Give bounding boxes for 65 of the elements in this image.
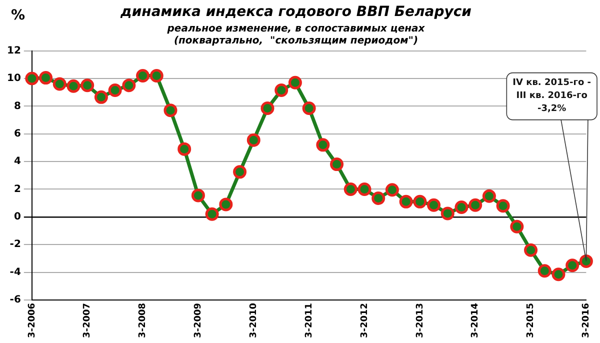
point: [372, 191, 386, 205]
x-tick-label: 3-2011: [304, 302, 314, 338]
point: [260, 101, 274, 115]
point: [552, 268, 566, 282]
x-tick-label: 3-2007: [82, 302, 93, 338]
point: [233, 165, 247, 179]
point: [524, 243, 538, 257]
point: [302, 101, 316, 115]
point: [39, 71, 53, 85]
point: [219, 198, 233, 212]
x-tick-label: 3-2008: [138, 302, 148, 338]
point: [108, 84, 122, 97]
point: [164, 104, 178, 118]
chart-subtitle: реальное изменение, в сопоставимых ценах (поквартально, "скользящим периодом"): [166, 23, 426, 46]
point: [482, 189, 496, 203]
x-tick-label: 3-2009: [194, 302, 204, 338]
point: [566, 258, 580, 272]
point: [274, 84, 288, 97]
point: [510, 220, 524, 234]
point: [440, 206, 454, 220]
y-tick-label: 12: [6, 45, 21, 56]
x-tick-label: 3-2006: [27, 302, 38, 338]
point: [94, 90, 108, 104]
point: [385, 183, 399, 197]
y-tick-label: -4: [10, 266, 21, 278]
annotation: IV кв. 2015-го - III кв. 2016-го -3,2%: [512, 78, 592, 114]
chart-title: динамика индекса годового ВВП Беларуси: [120, 4, 472, 20]
point: [579, 254, 593, 268]
point: [316, 138, 330, 152]
y-tick-label: 10: [6, 73, 21, 84]
x-tick-label: 3-2010: [248, 302, 259, 338]
y-tick-label: 6: [14, 128, 21, 140]
point: [136, 68, 150, 82]
point: [454, 200, 468, 214]
point: [538, 264, 552, 278]
point: [246, 133, 260, 147]
x-tick-label: 3-2013: [415, 302, 426, 338]
point: [80, 78, 94, 92]
y-tick-label: 8: [14, 100, 21, 112]
point: [496, 199, 510, 213]
point: [191, 188, 205, 202]
point: [427, 198, 441, 212]
y-tick-label: 0: [14, 211, 21, 222]
x-tick-label: 3-2015: [526, 302, 536, 338]
x-tick-label: 3-2012: [360, 302, 370, 338]
point: [205, 207, 219, 221]
x-tick-label: 3-2014: [470, 302, 481, 338]
point: [178, 142, 192, 156]
y-tick-label: -6: [10, 294, 21, 306]
point: [150, 68, 164, 82]
point: [122, 78, 136, 92]
point: [413, 194, 427, 208]
point: [399, 194, 413, 208]
point: [66, 79, 80, 93]
point: [330, 158, 344, 172]
x-tick-label: 3-2016: [582, 302, 592, 338]
point: [468, 198, 482, 212]
point: [358, 182, 372, 196]
y-tick-label: -2: [10, 239, 21, 250]
point: [288, 76, 302, 90]
y-tick-label: 4: [14, 156, 21, 168]
y-axis-title: %: [10, 8, 26, 24]
point: [52, 77, 66, 91]
y-tick-label: 2: [14, 184, 21, 195]
point: [344, 182, 358, 196]
